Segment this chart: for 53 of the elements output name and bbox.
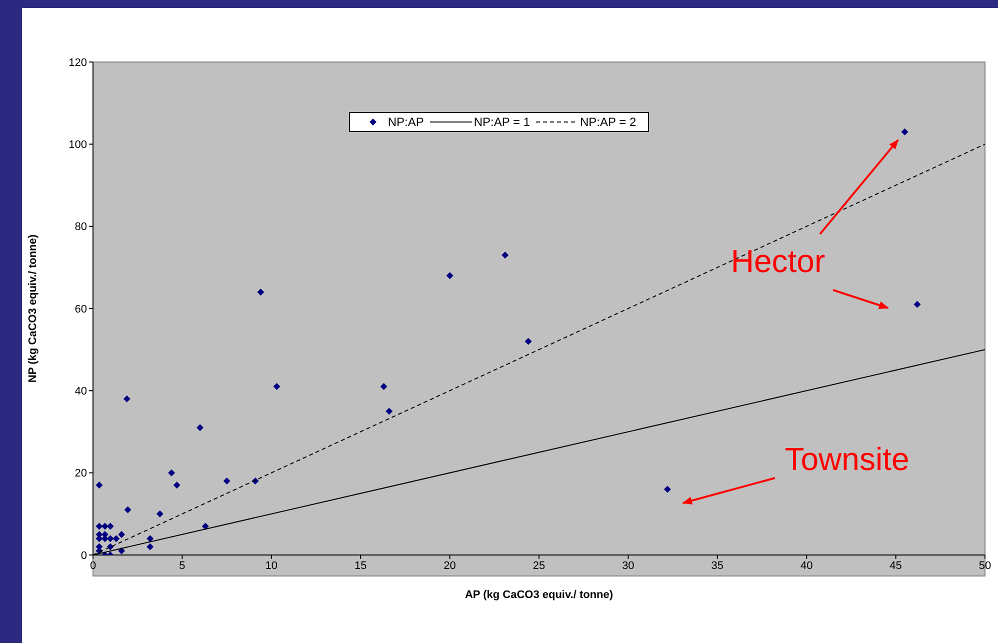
x-tick-label: 50 xyxy=(978,560,992,572)
y-tick-label: 40 xyxy=(74,386,87,398)
legend-label: NP:AP xyxy=(388,115,424,129)
x-tick-label: 10 xyxy=(265,560,278,572)
point xyxy=(118,530,126,538)
legend-label: NP:AP = 1 xyxy=(474,115,530,129)
point xyxy=(196,424,204,432)
point xyxy=(106,535,114,542)
point xyxy=(123,395,130,402)
y-tick-label: 0 xyxy=(80,550,87,562)
point xyxy=(901,128,908,136)
x-tick-label: 35 xyxy=(711,560,724,572)
point xyxy=(914,300,921,308)
point xyxy=(502,252,509,259)
point xyxy=(386,408,393,415)
point xyxy=(146,543,154,550)
point xyxy=(124,506,132,514)
point xyxy=(257,288,264,296)
point xyxy=(223,478,230,485)
x-tick-label: 30 xyxy=(622,560,634,572)
x-tick-label: 5 xyxy=(179,560,186,572)
x-tick-label: 15 xyxy=(354,560,367,572)
point xyxy=(156,510,164,518)
y-tick-label: 100 xyxy=(68,139,87,152)
point xyxy=(96,482,103,489)
point xyxy=(446,272,454,280)
point xyxy=(202,522,209,530)
x-tick-label: 0 xyxy=(90,560,96,572)
point xyxy=(273,383,280,390)
point xyxy=(524,338,532,345)
y-tick-label: 80 xyxy=(74,221,87,234)
point xyxy=(106,522,114,530)
point xyxy=(168,469,175,476)
annotation: Townsite xyxy=(784,441,910,477)
y-tick-label: 60 xyxy=(74,303,87,316)
annotation: Hector xyxy=(730,243,826,279)
point xyxy=(146,535,154,542)
point xyxy=(664,486,671,493)
x-tick-label: 45 xyxy=(890,560,902,572)
x-axis-title: AP (kg CaCO3 equiv./ tonne) xyxy=(464,589,614,601)
point xyxy=(380,383,388,390)
x-tick-label: 25 xyxy=(532,560,546,572)
x-tick-label: 40 xyxy=(800,560,813,572)
legend-label: NP:AP = 2 xyxy=(580,115,636,129)
y-tick-label: 120 xyxy=(68,56,87,69)
point xyxy=(173,482,180,489)
y-axis-title: NP (kg CaCO3 equiv./ tonne) xyxy=(26,234,39,383)
point xyxy=(101,522,108,530)
x-tick-label: 20 xyxy=(444,560,456,572)
y-tick-label: 20 xyxy=(74,468,87,480)
point xyxy=(118,547,126,554)
point xyxy=(112,535,120,542)
point xyxy=(96,522,103,530)
